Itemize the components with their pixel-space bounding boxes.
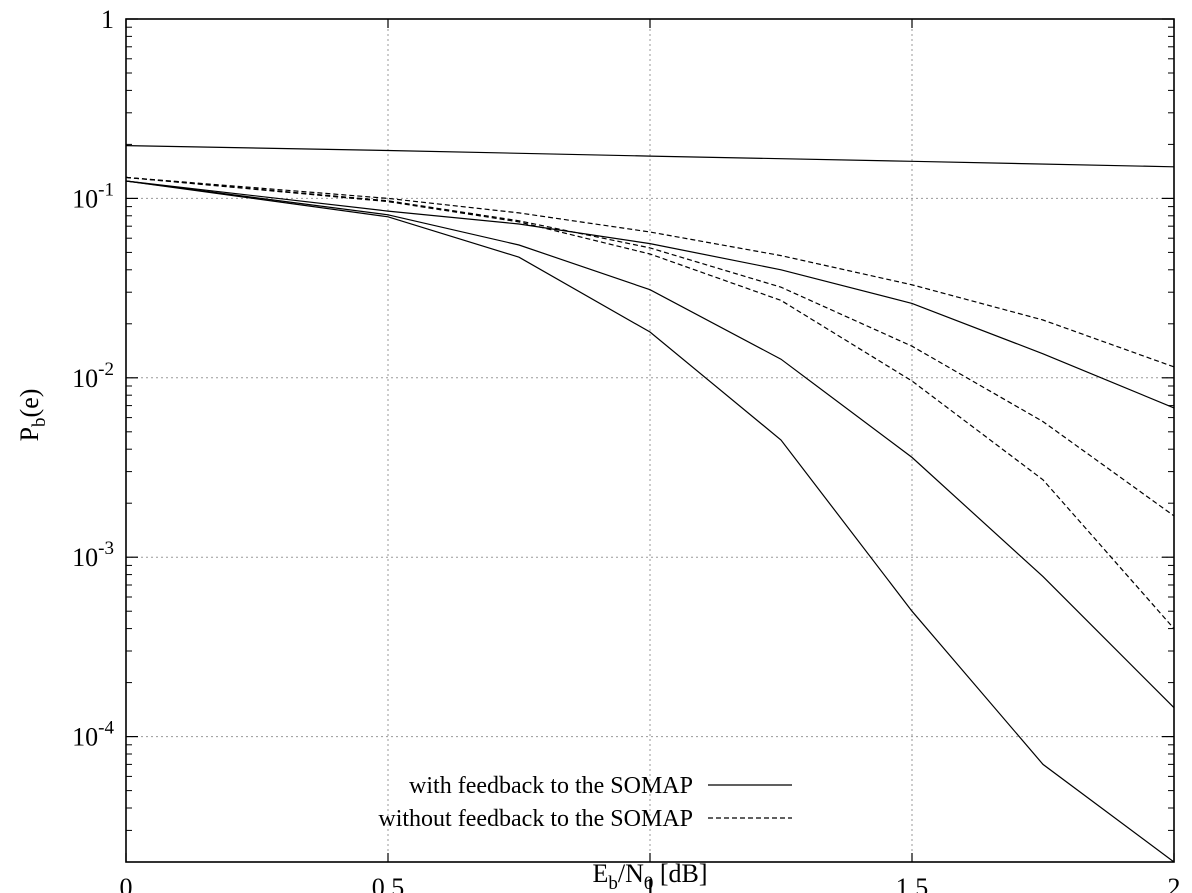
y-axis-label: Pb(e)	[15, 389, 50, 442]
x-tick-label: 1.5	[896, 873, 929, 893]
series-without-feedback-7	[125, 176, 1175, 629]
ticks: 0 0.5 1 1.5 2 1 10-1 10-2 10-3 10-4	[72, 5, 1180, 893]
y-tick-label: 1	[101, 5, 114, 34]
x-axis-label: Eb/N0 [dB]	[592, 859, 707, 893]
y-tick-label: 10-1	[72, 179, 114, 213]
series-with-feedback-2	[125, 180, 1175, 409]
x-tick-label: 2	[1168, 873, 1181, 893]
grid	[126, 19, 1174, 862]
y-tick-label: 10-3	[72, 538, 114, 572]
legend-label: with feedback to the SOMAP	[409, 773, 693, 799]
series-with-feedback-1	[125, 145, 1175, 168]
legend-label: without feedback to the SOMAP	[378, 806, 693, 832]
x-tick-label: 0.5	[372, 873, 405, 893]
series-with-feedback-4	[125, 180, 1175, 863]
x-tick-label: 1	[644, 873, 657, 893]
series-with-feedback-3	[125, 180, 1175, 709]
series-without-feedback-5	[125, 176, 1175, 368]
y-tick-label: 10-2	[72, 359, 114, 393]
y-tick-label: 10-4	[72, 718, 114, 752]
legend: with feedback to the SOMAP without feedba…	[378, 773, 792, 832]
series-layer	[125, 145, 1175, 863]
x-tick-label: 0	[120, 873, 133, 893]
